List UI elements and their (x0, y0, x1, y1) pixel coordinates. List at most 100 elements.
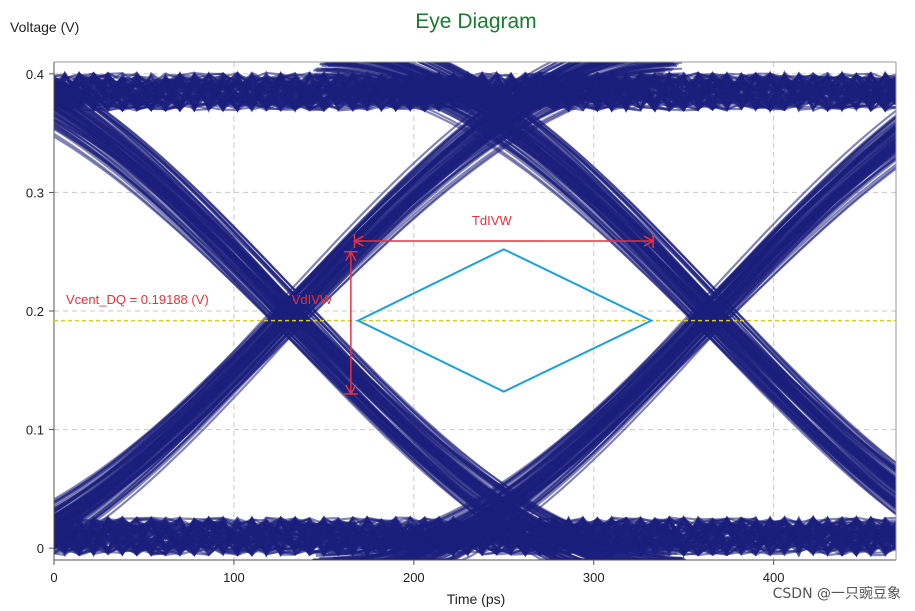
eye-trace (392, 62, 896, 505)
eye-trace (329, 148, 896, 560)
eye-trace (393, 62, 896, 473)
eye-trace (376, 62, 896, 482)
eye-trace (389, 62, 896, 482)
eye-trace (337, 145, 896, 554)
eye-trace (314, 147, 896, 560)
x-tick-label: 200 (403, 570, 425, 585)
eye-trace (315, 125, 896, 555)
eye-trace (331, 149, 896, 560)
eye-trace (333, 67, 896, 488)
eye-trace (329, 156, 896, 560)
eye-trace (316, 70, 896, 496)
eye-trace (373, 62, 896, 483)
eye-trace (323, 134, 896, 560)
vdivw-head-bottom (345, 384, 357, 396)
eye-trace (326, 149, 896, 560)
eye-mask-diamond (355, 248, 654, 393)
eye-trace (330, 123, 896, 560)
eye-trace (312, 146, 896, 560)
eye-trace (326, 123, 896, 560)
eye-trace (368, 62, 896, 505)
eye-trace (323, 132, 896, 547)
eye-trace (323, 140, 896, 560)
eye-trace (312, 153, 896, 560)
eye-trace (54, 515, 896, 556)
eye-trace (313, 119, 896, 560)
eye-trace (323, 149, 896, 560)
eye-trace (54, 62, 586, 518)
eye-trace (318, 129, 896, 560)
eye-trace (327, 133, 896, 555)
eye-trace (54, 96, 670, 560)
eye-trace (367, 62, 896, 507)
eye-trace (316, 109, 896, 560)
eye-trace (442, 62, 896, 486)
eye-trace (321, 117, 896, 560)
eye-trace (314, 68, 896, 516)
eye-trace (316, 127, 896, 560)
eye-trace (313, 132, 896, 560)
eye-trace (54, 70, 896, 112)
eye-trace (320, 128, 896, 560)
eye-trace (321, 137, 896, 560)
eye-trace (416, 62, 896, 496)
eye-trace (394, 62, 896, 504)
y-tick-label: 0.3 (26, 185, 44, 200)
eye-trace (336, 132, 896, 556)
eye-trace (316, 143, 896, 560)
eye-trace (330, 62, 896, 497)
eye-trace (315, 125, 896, 557)
tdivw-head-left (352, 235, 364, 247)
eye-trace (351, 62, 896, 488)
eye-trace (320, 68, 896, 482)
x-tick-label: 400 (763, 570, 785, 585)
eye-trace (312, 75, 896, 508)
eye-trace (367, 62, 896, 490)
eye-trace (425, 62, 896, 494)
eye-trace (318, 116, 896, 560)
eye-trace (333, 154, 896, 560)
y-tick-label: 0 (37, 541, 44, 556)
eye-trace (392, 62, 896, 487)
eye-trace (329, 63, 896, 492)
eye-trace (314, 144, 896, 560)
eye-trace (391, 62, 896, 506)
eye-trace (429, 62, 896, 491)
eye-trace (326, 156, 896, 560)
eye-trace (322, 122, 896, 556)
eye-trace (54, 120, 676, 560)
eye-trace (332, 127, 896, 560)
eye-trace (364, 62, 896, 507)
eye-trace (398, 62, 896, 501)
eye-trace (323, 128, 896, 549)
tdivw-label: TdIVW (472, 213, 512, 228)
eye-trace (317, 125, 896, 560)
eye-trace (312, 128, 896, 560)
eye-trace (392, 62, 896, 470)
eye-trace (430, 62, 896, 491)
eye-trace (322, 114, 896, 560)
eye-trace (318, 128, 896, 560)
eye-trace (54, 515, 896, 558)
eye-trace (377, 62, 896, 465)
eye-trace (314, 72, 896, 503)
tdivw-head-right (643, 235, 655, 247)
vdivw-head-top (345, 250, 357, 262)
eye-trace (319, 152, 896, 560)
axes: 0 100 200 300 400 0 0.1 0.2 0.3 0.4 (26, 61, 897, 585)
eye-trace (326, 62, 896, 490)
eye-trace (54, 79, 683, 527)
eye-trace (328, 123, 896, 560)
eye-trace (332, 147, 896, 560)
eye-trace (332, 147, 896, 560)
eye-trace (329, 139, 896, 560)
eye-trace (386, 62, 896, 511)
eye-trace (326, 145, 896, 560)
eye-trace (332, 62, 896, 474)
eye-trace (439, 62, 896, 478)
eye-trace (436, 62, 896, 486)
eye-trace (54, 109, 669, 547)
eye-trace (54, 70, 896, 113)
eye-trace (326, 134, 896, 560)
annotations: TdIVW VdIVW Vcent_DQ = 0.19188 (V) (54, 213, 896, 396)
